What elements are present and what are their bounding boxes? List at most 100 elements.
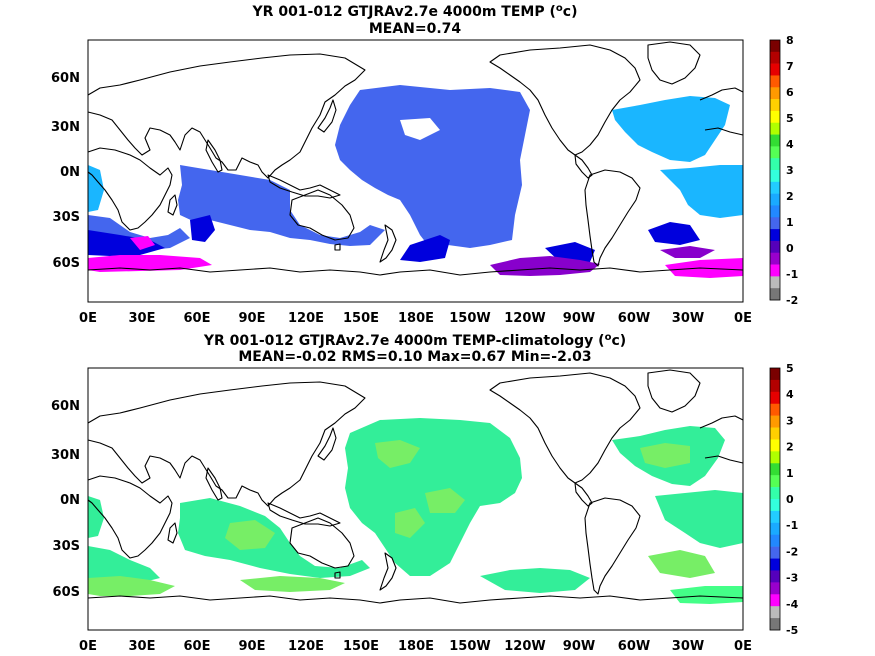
colorbar-frame: [769, 367, 781, 631]
colorbar-swatch: [770, 522, 780, 536]
x-tick: 90E: [239, 639, 266, 654]
y-tick: 30S: [53, 539, 80, 554]
colorbar-swatch: [770, 276, 780, 289]
colorbar-swatch: [770, 606, 780, 619]
y-tick: 0N: [60, 165, 80, 180]
colorbar-label: 6: [786, 86, 794, 99]
y-tick: 30S: [53, 210, 80, 225]
colorbar-label: 4: [786, 138, 794, 151]
colorbar-swatch: [770, 499, 780, 512]
field-white-gap: [400, 118, 440, 140]
field-lightblue-westafrica: [88, 165, 104, 212]
field-lightblue-atlantic-n: [612, 96, 730, 162]
x-tick: 120E: [288, 311, 324, 326]
y-tick: 30N: [51, 120, 80, 135]
panel-2-colorbar: 5 4 3 2 1 0 -1 -2 -3 -4 -5: [769, 362, 799, 637]
colorbar-swatch: [770, 427, 780, 440]
field-green-south-3: [480, 568, 590, 593]
colorbar-label: 5: [786, 112, 794, 125]
field-darkblue-3: [400, 235, 450, 262]
colorbar-swatch: [770, 582, 780, 595]
y-tick: 60S: [53, 585, 80, 600]
colorbar-swatch: [770, 110, 780, 124]
colorbar-swatch: [770, 51, 780, 64]
x-tick: 30E: [129, 639, 156, 654]
colorbar-swatch: [770, 594, 780, 607]
field-green-south-5: [670, 586, 743, 604]
x-tick: 150W: [449, 639, 490, 654]
colorbar-swatch: [770, 463, 780, 476]
x-tick: 150W: [449, 311, 490, 326]
x-tick: 180E: [398, 311, 434, 326]
field-green-westafrica: [88, 496, 104, 538]
field-light-green-indian: [225, 520, 275, 550]
field-green-south-1: [88, 576, 175, 596]
x-tick: 30E: [129, 311, 156, 326]
colorbar-swatch: [770, 558, 780, 571]
colorbar-label: -3: [786, 572, 798, 585]
field-purple-1: [490, 256, 600, 276]
panel-2-map: [87, 367, 744, 631]
colorbar-swatch: [770, 205, 780, 218]
panel-2-y-axis: 60N 30N 0N 30S 60S: [51, 399, 80, 600]
colorbar-swatch: [770, 487, 780, 500]
field-green-atlantic-s: [655, 490, 743, 548]
x-tick: 180E: [398, 639, 434, 654]
colorbar-swatch: [770, 391, 780, 405]
y-tick: 60N: [51, 71, 80, 86]
colorbar-frame: [769, 39, 781, 301]
colorbar-label: -1: [786, 519, 798, 532]
y-tick: 0N: [60, 493, 80, 508]
colorbar-swatch: [770, 252, 780, 265]
field-light-green-1: [375, 440, 420, 468]
field-light-green-3: [395, 508, 425, 538]
x-tick: 120W: [504, 639, 545, 654]
field-purple-2: [660, 246, 715, 258]
colorbar-swatch: [770, 99, 780, 112]
field-light-green-atlantic: [640, 443, 690, 468]
colorbar-label: 8: [786, 34, 794, 47]
x-tick: 120E: [288, 639, 324, 654]
field-green-indian: [178, 498, 370, 578]
y-tick: 60S: [53, 256, 80, 271]
x-tick: 90W: [563, 311, 595, 326]
x-tick: 60W: [618, 639, 650, 654]
colorbar-swatch: [770, 439, 780, 452]
panel-1-colorbar: 8 7 6 5 4 3 2 1 0 -1 -2: [769, 34, 798, 307]
x-tick: 60W: [618, 311, 650, 326]
colorbar-swatch: [770, 475, 780, 488]
colorbar-label: 4: [786, 388, 794, 401]
x-tick: 30W: [672, 639, 704, 654]
colorbar-swatch: [770, 368, 780, 381]
field-magenta-3: [130, 236, 155, 250]
field-darkblue-1: [88, 230, 165, 256]
colorbar-swatch: [770, 87, 780, 100]
y-tick: 60N: [51, 399, 80, 414]
panel-1: YR 001-012 GTJRAv2.7e 4000m TEMP (oc) ME…: [51, 3, 798, 326]
field-lightblue-atlantic-s: [660, 165, 743, 218]
x-tick: 0E: [734, 639, 752, 654]
colorbar-swatch: [770, 510, 780, 524]
colorbar-swatch: [770, 63, 780, 76]
colorbar-swatch: [770, 193, 780, 206]
colorbar-swatch: [770, 146, 780, 159]
colorbar-swatch: [770, 618, 780, 631]
field-green-southafrica: [88, 546, 160, 583]
field-blue-indian: [178, 165, 385, 246]
x-tick: 90E: [239, 311, 266, 326]
colorbar-swatch: [770, 240, 780, 254]
x-tick: 120W: [504, 311, 545, 326]
panel-1-title: YR 001-012 GTJRAv2.7e 4000m TEMP (oc): [252, 3, 578, 20]
colorbar-label: 1: [786, 467, 794, 480]
x-tick: 150E: [343, 639, 379, 654]
field-green-south-4: [648, 550, 715, 578]
colorbar-label: 3: [786, 164, 794, 177]
colorbar-label: 1: [786, 216, 794, 229]
y-tick: 30N: [51, 448, 80, 463]
field-darkblue-5: [648, 222, 700, 245]
field-light-green-2: [425, 488, 465, 513]
colorbar-swatch: [770, 264, 780, 277]
colorbar-swatch: [770, 415, 780, 428]
colorbar-swatch: [770, 570, 780, 583]
